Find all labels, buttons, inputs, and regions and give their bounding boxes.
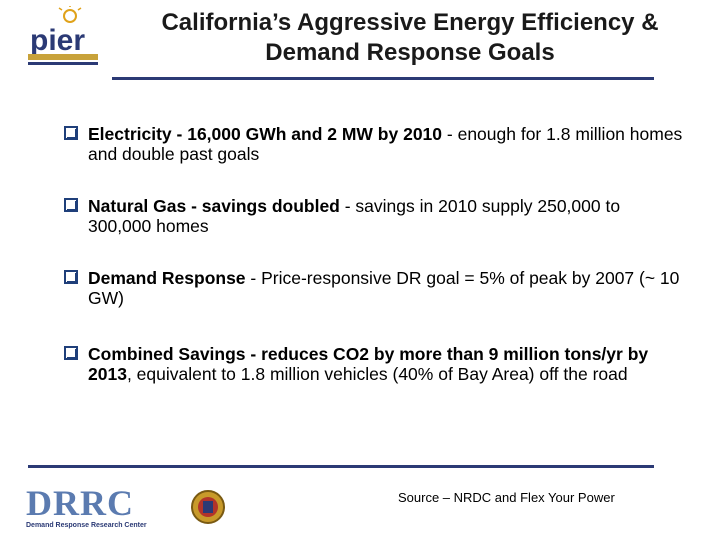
bullet-item-electricity: Electricity - 16,000 GWh and 2 MW by 201… [64, 124, 684, 164]
page-title: California’s Aggressive Energy Efficienc… [110, 8, 710, 68]
title-line-2: Demand Response Goals [265, 39, 555, 66]
drrc-logo-subtitle: Demand Response Research Center [26, 522, 147, 529]
source-note: Source – NRDC and Flex Your Power [398, 490, 615, 505]
bullet-text: , equivalent to 1.8 million vehicles (40… [126, 364, 628, 384]
bullet-bold-text: Natural Gas - savings doubled [88, 196, 340, 216]
drrc-logo-wordmark: DRRC [26, 483, 134, 523]
bullet-item-demand-response: Demand Response - Price-responsive DR go… [64, 268, 684, 308]
pier-logo-graphic: pier [28, 6, 98, 65]
checkbox-bullet-icon [64, 270, 78, 284]
bullet-text: - enough for 1.8 million homes and doubl… [88, 124, 683, 164]
bullet-text: - savings in 2010 supply 250,000 to 300,… [88, 196, 621, 236]
bullet-bold-text: Electricity - 16,000 GWh and 2 MW by 201… [88, 124, 443, 144]
checkbox-bullet-icon [64, 198, 78, 212]
pier-logo-wordmark: pier [30, 24, 85, 57]
pier-logo: pier [22, 6, 112, 74]
bullet-item-natural-gas: Natural Gas - savings doubled - savings … [64, 196, 684, 236]
drrc-logo: DRRC Demand Response Research Center [26, 483, 226, 531]
bullet-bold-text: Demand Response [88, 268, 246, 288]
footer-divider [28, 465, 654, 468]
title-divider [112, 77, 654, 80]
title-line-1: California’s Aggressive Energy Efficienc… [161, 9, 659, 36]
bullet-item-combined-savings: Combined Savings - reduces CO2 by more t… [64, 344, 684, 384]
bullet-text: - Price-responsive DR goal = 5% of peak … [88, 268, 680, 308]
bullet-bold-text: Combined Savings - reduces CO2 by more t… [88, 344, 649, 384]
drrc-logo-graphic: DRRC Demand Response Research Center [26, 483, 225, 529]
checkbox-bullet-icon [64, 346, 78, 360]
checkbox-bullet-icon [64, 126, 78, 140]
